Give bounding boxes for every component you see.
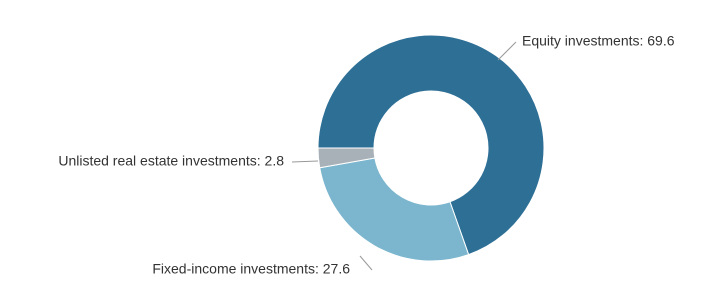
- slice-label: Equity investments: 69.6: [522, 33, 675, 49]
- slice-label: Fixed-income investments: 27.6: [152, 261, 350, 277]
- leader-line: [359, 255, 373, 271]
- leader-line: [497, 41, 517, 61]
- slice: [319, 157, 470, 262]
- slice: [317, 34, 545, 256]
- slice-label: Unlisted real estate investments: 2.8: [58, 153, 284, 169]
- slice: [317, 147, 376, 169]
- leader-line: [291, 160, 319, 163]
